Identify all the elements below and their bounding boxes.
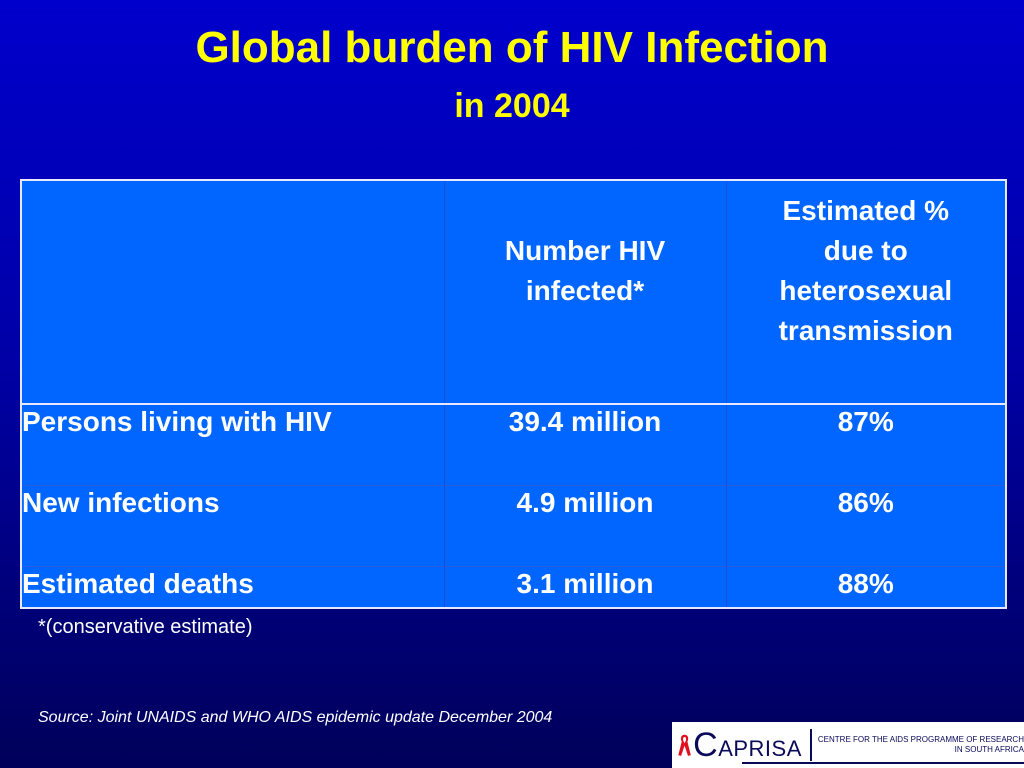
hiv-burden-table: Number HIV infected* Estimated % due to … <box>20 179 1007 609</box>
slide-subtitle: in 2004 <box>454 87 570 125</box>
logo-divider <box>742 762 1024 764</box>
caprisa-logo: CAPRISA CENTRE FOR THE AIDS PROGRAMME OF… <box>672 722 1024 768</box>
table-header-row: Number HIV infected* Estimated % due to … <box>21 180 1006 405</box>
header-number-infected: Number HIV infected* <box>443 180 726 405</box>
logo-name: APRISA <box>718 735 802 761</box>
table-row: Persons living with HIV 39.4 million 87% <box>21 404 1006 486</box>
logo-tagline: CENTRE FOR THE AIDS PROGRAMME OF RESEARC… <box>809 729 1024 761</box>
table-row: New infections 4.9 million 86% <box>21 485 1006 567</box>
header-percent-line: heterosexual <box>779 275 953 306</box>
header-number-line: infected* <box>525 275 645 306</box>
header-number-line: Number HIV <box>504 235 666 266</box>
logo-initial: C <box>693 725 719 764</box>
source-citation: Source: Joint UNAIDS and WHO AIDS epidem… <box>38 709 553 726</box>
header-empty-cell <box>21 180 444 405</box>
row-percent: 86% <box>725 485 1006 567</box>
slide-title: Global burden of HIV Infection <box>195 23 829 72</box>
footnote: *(conservative estimate) <box>38 616 253 638</box>
row-label: Estimated deaths <box>21 566 444 608</box>
red-ribbon-icon <box>678 734 691 756</box>
row-percent: 87% <box>725 404 1006 486</box>
row-number: 3.1 million <box>443 566 726 608</box>
logo-tagline-line: CENTRE FOR THE AIDS PROGRAMME OF RESEARC… <box>817 735 1024 744</box>
header-heterosexual-percent: Estimated % due to heterosexual transmis… <box>725 180 1006 405</box>
table-row: Estimated deaths 3.1 million 88% <box>21 566 1006 608</box>
row-number: 39.4 million <box>443 404 726 486</box>
row-percent: 88% <box>725 566 1006 608</box>
logo-tagline-line: IN SOUTH AFRICA <box>954 745 1024 754</box>
header-percent-line: due to <box>823 235 908 266</box>
row-label: Persons living with HIV <box>22 406 332 437</box>
header-percent-line: transmission <box>778 315 953 346</box>
row-number: 4.9 million <box>443 485 726 567</box>
header-percent-line: Estimated % <box>782 195 950 226</box>
logo-wordmark: CAPRISA <box>693 726 802 765</box>
row-label: New infections <box>21 485 444 567</box>
